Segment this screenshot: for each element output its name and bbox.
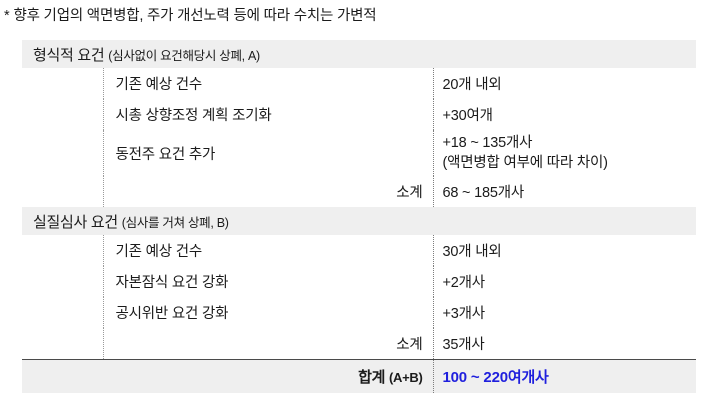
table-row: 자본잠식 요건 강화 +2개사 <box>22 266 696 297</box>
indent-cell <box>22 99 103 130</box>
row-label: 시총 상향조정 계획 조기화 <box>102 99 433 130</box>
section-a-title-note: (심사없이 요건해당시 상폐, A) <box>108 48 260 63</box>
row-value: 20개 내외 <box>432 68 696 99</box>
table-row: 동전주 요건 추가 +18 ~ 135개사 (액면병합 여부에 따라 차이) <box>22 130 696 176</box>
row-label: 기존 예상 건수 <box>102 235 433 266</box>
row-value: +3개사 <box>432 297 696 328</box>
table-row: 기존 예상 건수 30개 내외 <box>22 235 696 266</box>
footnote-marker: * <box>4 8 10 24</box>
row-label: 기존 예상 건수 <box>102 68 433 99</box>
row-value: +30여개 <box>432 99 696 130</box>
subtotal-value: 35개사 <box>432 328 696 360</box>
footnote-note: * 향후 기업의 액면병합, 주가 개선노력 등에 따라 수치는 가변적 <box>4 6 377 26</box>
row-label: 자본잠식 요건 강화 <box>102 266 433 297</box>
subtotal-value: 68 ~ 185개사 <box>432 176 696 207</box>
delisting-requirements-table-wrapper: 형식적 요건 (심사없이 요건해당시 상폐, A) 기존 예상 건수 20개 내… <box>22 40 696 393</box>
indent-cell <box>22 266 103 297</box>
table-row: 기존 예상 건수 20개 내외 <box>22 68 696 99</box>
subtotal-row-b: 소계 35개사 <box>22 328 696 360</box>
row-value: 30개 내외 <box>432 235 696 266</box>
row-value: +18 ~ 135개사 (액면병합 여부에 따라 차이) <box>432 130 696 176</box>
section-b-header-blank-cell <box>433 207 696 235</box>
indent-cell <box>22 68 103 99</box>
section-b-title-main: 실질심사 요건 <box>33 213 118 231</box>
section-a-title-cell: 형식적 요건 (심사없이 요건해당시 상폐, A) <box>22 40 433 68</box>
section-header-row-b: 실질심사 요건 (심사를 거쳐 상폐, B) <box>22 207 696 235</box>
indent-cell <box>22 176 103 207</box>
grand-total-value: 100 ~ 220여개사 <box>432 359 696 393</box>
grand-total-row: 합계 (A+B) 100 ~ 220여개사 <box>22 359 696 393</box>
footnote-text: 향후 기업의 액면병합, 주가 개선노력 등에 따라 수치는 가변적 <box>13 8 377 24</box>
row-value-line-1: +18 ~ 135개사 <box>442 135 533 151</box>
indent-cell <box>22 359 103 393</box>
row-label: 공시위반 요건 강화 <box>102 297 433 328</box>
grand-total-label: 합계 (A+B) <box>103 359 433 393</box>
indent-cell <box>22 130 103 176</box>
table-row: 시총 상향조정 계획 조기화 +30여개 <box>22 99 696 130</box>
section-header-row-a: 형식적 요건 (심사없이 요건해당시 상폐, A) <box>22 40 696 68</box>
table-row: 공시위반 요건 강화 +3개사 <box>22 297 696 328</box>
indent-cell <box>22 297 103 328</box>
section-b-title-note: (심사를 거쳐 상폐, B) <box>121 215 229 230</box>
grand-total-label-note: (A+B) <box>388 370 423 385</box>
indent-cell <box>22 328 103 360</box>
subtotal-label: 소계 <box>102 176 433 207</box>
grand-total-label-main: 합계 <box>358 369 386 386</box>
subtotal-row-a: 소계 68 ~ 185개사 <box>22 176 696 207</box>
row-value-line-2: (액면병합 여부에 따라 차이) <box>442 155 608 171</box>
section-b-title-cell: 실질심사 요건 (심사를 거쳐 상폐, B) <box>22 207 433 235</box>
delisting-requirements-table: 형식적 요건 (심사없이 요건해당시 상폐, A) 기존 예상 건수 20개 내… <box>22 40 696 393</box>
indent-cell <box>22 235 103 266</box>
subtotal-label: 소계 <box>102 328 433 360</box>
row-value: +2개사 <box>432 266 696 297</box>
row-label: 동전주 요건 추가 <box>102 130 433 176</box>
section-a-header-blank-cell <box>433 40 696 68</box>
section-a-title-main: 형식적 요건 <box>33 46 105 64</box>
